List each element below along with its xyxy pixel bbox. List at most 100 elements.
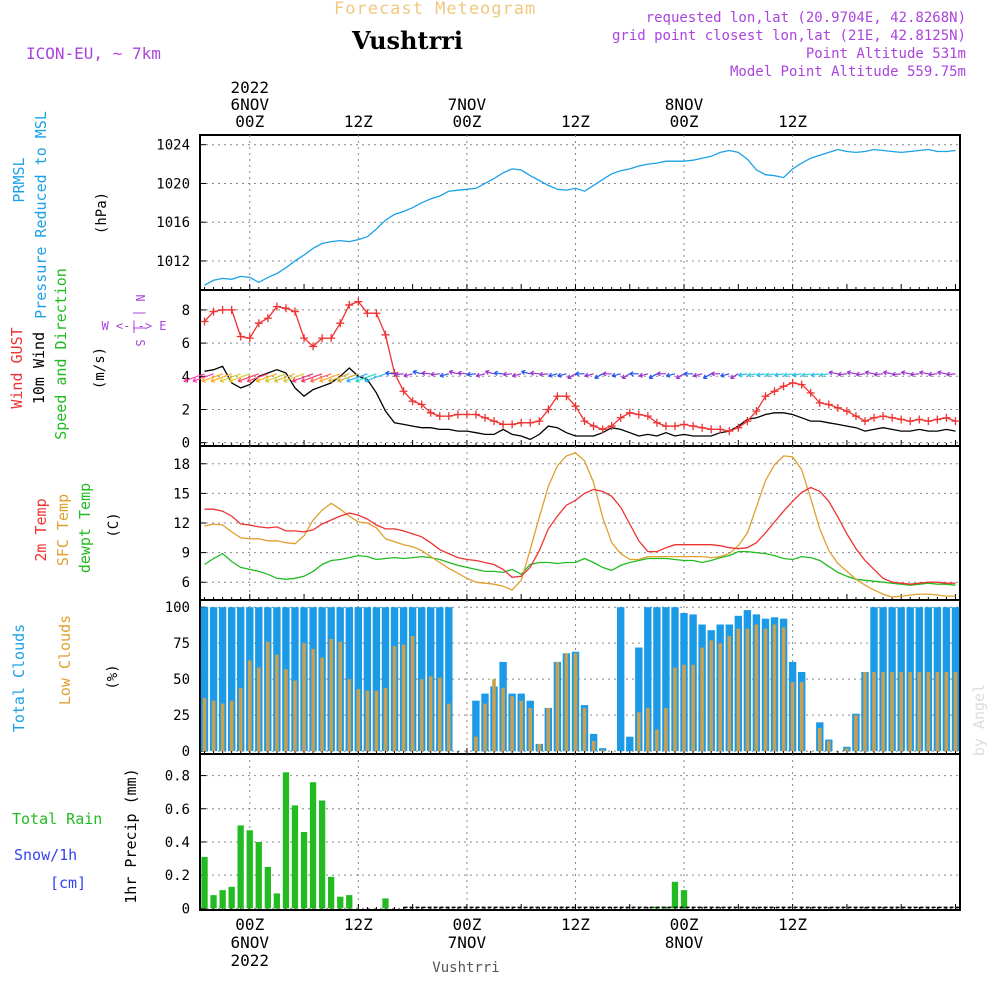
gust-marker	[661, 422, 670, 431]
gust-marker	[435, 412, 444, 421]
low-cloud-bar	[501, 687, 505, 752]
gust-marker	[526, 418, 535, 427]
rain-bar	[201, 856, 208, 909]
wind-direction-arrow	[319, 373, 341, 383]
top-date-label: 8NOV	[665, 95, 704, 114]
rain-bar	[337, 896, 344, 909]
low-cloud-bar	[935, 672, 940, 752]
pressure-unit: (hPa)	[94, 192, 110, 234]
gust-marker	[408, 397, 417, 406]
low-cloud-bar	[890, 672, 894, 752]
low-cloud-bar	[546, 707, 551, 752]
wind-direction-arrow	[192, 373, 214, 383]
low-cloud-bar	[944, 672, 949, 752]
wind-direction-arrow	[692, 372, 703, 378]
gust-marker	[652, 418, 661, 427]
wind-direction-arrow	[629, 371, 639, 377]
gust-marker	[499, 420, 508, 429]
top-hour-label: 12Z	[561, 112, 590, 131]
wind-direction-arrow	[273, 373, 296, 383]
wind-direction-arrow	[421, 370, 431, 376]
top-hour-label: 00Z	[670, 112, 699, 131]
gust-marker	[309, 342, 318, 351]
total-cloud-bar	[209, 607, 218, 752]
gust-marker	[453, 410, 462, 419]
low-cloud-bar	[383, 687, 388, 752]
wind-label-1: Wind GUST	[8, 327, 26, 408]
precip-frame	[199, 753, 961, 911]
wind-direction-arrow	[282, 373, 305, 383]
gust-marker	[833, 403, 842, 412]
pressure-tick-label: 1012	[156, 254, 190, 270]
low-cloud-bar	[410, 636, 415, 752]
gust-marker	[354, 297, 363, 306]
gust-marker	[788, 378, 797, 387]
wind-direction-arrow	[346, 373, 368, 383]
gust-marker	[707, 425, 716, 434]
gust-marker	[671, 422, 679, 431]
low-cloud-bar	[492, 679, 496, 752]
clouds-label-2: Low Clouds	[56, 615, 74, 705]
wind-direction-arrow	[656, 371, 666, 377]
gust-marker	[915, 415, 924, 424]
top-hour-label: 00Z	[235, 112, 264, 131]
low-cloud-bar	[347, 679, 352, 752]
wind-direction-arrow	[255, 373, 278, 383]
wind-label-2: 10m Wind	[30, 332, 48, 404]
rain-bar	[255, 842, 262, 909]
rain-bar	[219, 890, 226, 909]
wind-direction-arrow	[394, 371, 404, 377]
low-cloud-bar	[709, 640, 713, 752]
wind-direction-arrow	[457, 370, 467, 376]
wind-direction-arrow	[512, 372, 522, 378]
wind-direction-arrow	[183, 373, 205, 383]
precip-panel: 0 0.2 0.4 0.6 0.8	[165, 753, 961, 917]
wind-direction-arrow	[448, 369, 459, 375]
gust-marker	[725, 427, 734, 436]
low-cloud-bar	[528, 707, 532, 752]
low-cloud-bar	[600, 749, 605, 752]
low-cloud-bar	[401, 644, 406, 752]
gust-marker	[806, 388, 815, 397]
pressure-tick-label: 1024	[156, 138, 190, 154]
wind-direction-arrow	[702, 373, 712, 379]
wind-speed-line	[204, 365, 956, 441]
temp-unit: (C)	[106, 512, 122, 537]
total-cloud-bar	[291, 607, 299, 752]
footer-location: Vushtrri	[432, 960, 499, 976]
gust-marker	[797, 380, 806, 389]
wind-direction-arrow	[264, 373, 287, 383]
bottom-date-label: 6NOV	[230, 933, 269, 952]
total-cloud-bar	[345, 607, 353, 752]
rain-bar	[228, 886, 235, 909]
low-cloud-bar	[917, 672, 922, 752]
wind-direction-arrow	[683, 371, 694, 377]
gust-marker	[562, 392, 571, 401]
pressure-label-1: PRMSL	[10, 157, 28, 202]
low-cloud-bar	[691, 664, 695, 752]
gust-marker	[851, 412, 860, 421]
wind-direction-arrow	[837, 371, 847, 377]
temp-tick-label: 12	[173, 516, 190, 532]
precip-tick-label: 0	[182, 901, 190, 917]
clouds-tick-label: 50	[173, 672, 190, 688]
gust-marker	[209, 307, 218, 316]
low-cloud-bar	[392, 646, 397, 752]
rain-bar	[237, 825, 244, 909]
top-hour-label: 12Z	[778, 112, 807, 131]
wind-direction-arrow	[819, 372, 829, 378]
gust-marker	[815, 398, 824, 407]
wind-direction-arrow	[937, 370, 947, 376]
compass-ns: |	[133, 324, 147, 331]
dewpt-temp-line	[204, 550, 956, 586]
bottom-hour-label: 00Z	[670, 915, 699, 934]
low-cloud-bar	[293, 680, 297, 752]
wind-direction-arrow	[665, 372, 676, 378]
watermark: by Angel	[970, 684, 988, 756]
compass-ns: N	[133, 294, 147, 301]
low-cloud-bar	[302, 643, 306, 752]
wind-direction-arrow	[557, 372, 567, 378]
chart-title: Forecast Meteogram	[334, 0, 537, 19]
bottom-hour-label: 12Z	[778, 915, 807, 934]
low-cloud-bar	[519, 700, 523, 752]
